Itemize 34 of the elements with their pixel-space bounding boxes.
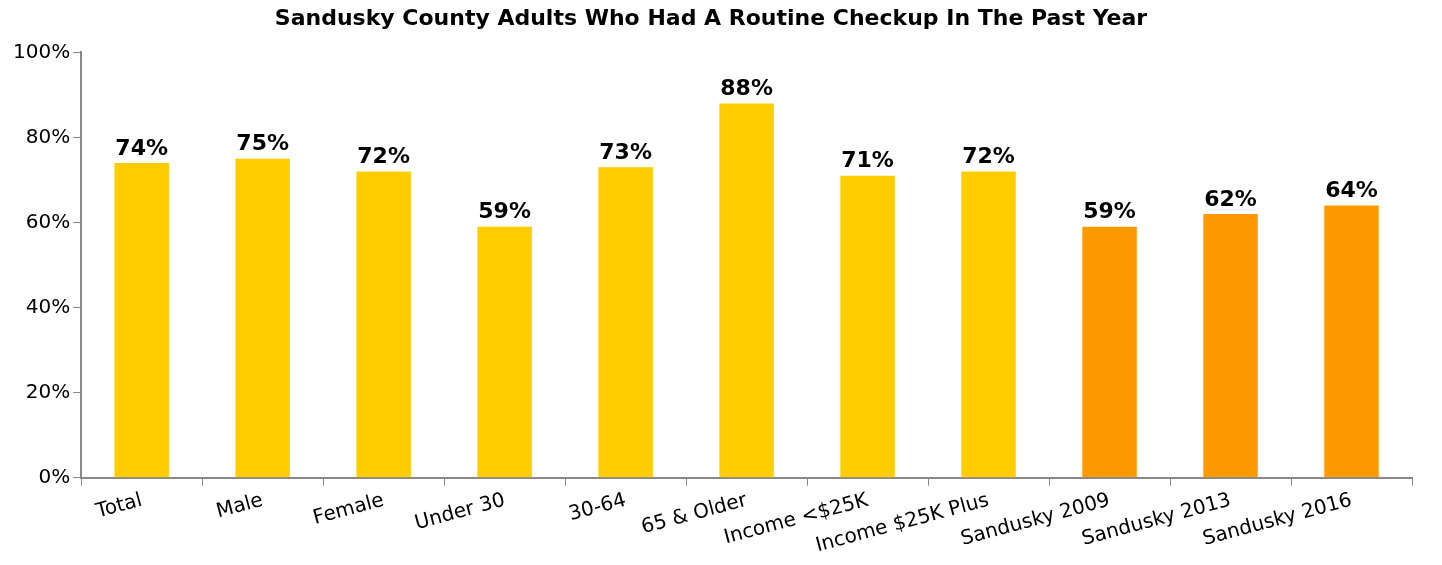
data-label: 75% — [236, 130, 289, 156]
y-tick-label: 40% — [25, 293, 71, 318]
bar — [1203, 214, 1258, 478]
x-tick-label: Total — [92, 486, 145, 523]
chart-title: Sandusky County Adults Who Had A Routine Checkup In The Past Year — [274, 4, 1148, 30]
data-label: 71% — [841, 147, 894, 173]
y-tick-label: 60% — [25, 208, 71, 233]
y-tick-label: 0% — [38, 463, 71, 488]
data-label: 72% — [962, 143, 1015, 169]
bar — [114, 162, 169, 478]
bar — [598, 167, 653, 478]
data-label: 64% — [1325, 177, 1378, 203]
y-tick-label: 20% — [25, 378, 71, 403]
data-label: 73% — [599, 138, 652, 164]
y-tick-label: 80% — [25, 123, 71, 148]
data-label: 88% — [720, 75, 773, 101]
y-tick-label: 100% — [12, 38, 71, 63]
bar — [477, 226, 532, 478]
data-label: 59% — [478, 198, 531, 224]
data-label: 72% — [357, 143, 410, 169]
bar — [840, 175, 895, 478]
data-label: 59% — [1083, 198, 1136, 224]
data-label: 74% — [115, 134, 169, 160]
bar — [719, 103, 774, 478]
x-tick-label: Male — [213, 486, 266, 523]
x-tick-label: Under 30 — [411, 486, 508, 535]
bar — [1324, 205, 1379, 478]
bar — [356, 171, 411, 478]
x-tick-label: 30-64 — [565, 486, 629, 526]
bar — [961, 171, 1016, 478]
data-label: 62% — [1204, 185, 1257, 211]
bar — [1082, 226, 1137, 478]
bar — [235, 158, 290, 478]
x-tick-label: Female — [310, 486, 387, 529]
